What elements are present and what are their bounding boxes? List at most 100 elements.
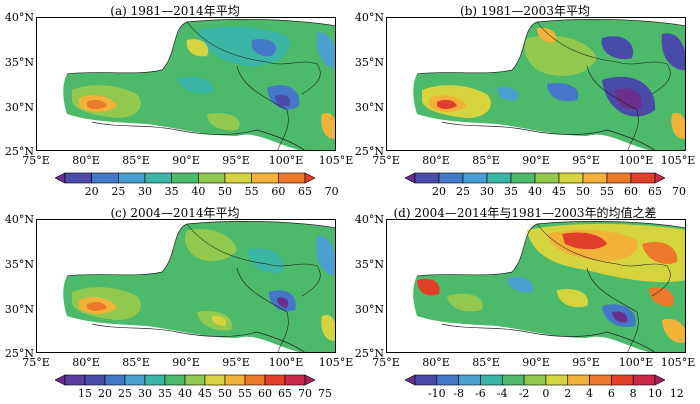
panel-b: (b) 1981—2003年平均 40°N 35°N 30°N 25°N 75°… — [350, 0, 700, 202]
colorbar-segment — [501, 374, 525, 386]
colorbar-tick-label: 40 — [178, 387, 192, 400]
colorbar-tick-label: 8 — [629, 387, 637, 400]
colorbar-tick-label: 30 — [138, 185, 152, 198]
colorbar-segment — [124, 374, 146, 386]
lon-label: 100°E — [268, 154, 304, 167]
colorbar-segment — [480, 374, 503, 386]
lon-label: 75°E — [372, 356, 400, 369]
panel-title: (b) 1981—2003年平均 — [460, 4, 590, 18]
colorbar-segment — [64, 172, 92, 184]
colorbar-tick-label: -2 — [518, 387, 530, 400]
colorbar-segment — [118, 172, 146, 184]
colorbar-tick-label: 70 — [672, 185, 686, 198]
panel-title: (d) 2004—2014年与1981—2003年的均值之差 — [393, 206, 657, 220]
map-field — [413, 19, 685, 150]
map-plot — [36, 219, 336, 353]
lon-label: 95°E — [572, 356, 600, 369]
lat-label: 25°N — [354, 145, 384, 158]
colorbar-segment — [104, 374, 126, 386]
colorbar-tick-label: 0 — [542, 387, 550, 400]
lon-label: 80°E — [422, 356, 450, 369]
lat-label: 40°N — [354, 11, 384, 24]
colorbar-tick-label: 60 — [258, 387, 272, 400]
colorbar-segment — [436, 374, 459, 386]
colorbar-tick-label: -4 — [496, 387, 508, 400]
colorbar-scale — [405, 374, 665, 386]
colorbar-segment — [84, 374, 106, 386]
colorbar-tick-label: 70 — [298, 387, 312, 400]
colorbar-segment — [438, 172, 464, 184]
colorbar-segment — [171, 172, 199, 184]
colorbar-scale — [405, 172, 665, 184]
colorbar-tick-label: 70 — [324, 185, 339, 198]
colorbar-segment — [534, 172, 560, 184]
colorbar-segment — [414, 172, 440, 184]
colorbar-tick-label: 55 — [600, 185, 614, 198]
colorbar-tick-label: 45 — [552, 185, 566, 198]
colorbar-min-arrow — [55, 172, 66, 184]
map-plot — [36, 17, 336, 151]
colorbar-tick-label: -10 — [427, 387, 446, 400]
lon-label: 80°E — [72, 154, 100, 167]
colorbar-segment — [462, 172, 488, 184]
colorbar-tick-label: 40 — [191, 185, 206, 198]
colorbar-segment — [144, 374, 166, 386]
panel-d: (d) 2004—2014年与1981—2003年的均值之差 40°N 35°N… — [350, 202, 700, 404]
colorbar-segment — [91, 172, 119, 184]
colorbar-tick-label: 65 — [278, 387, 292, 400]
panel-title: (c) 2004—2014年平均 — [110, 206, 240, 220]
lat-label: 35°N — [354, 56, 384, 69]
colorbar-segment — [458, 374, 481, 386]
colorbar-segment — [184, 374, 206, 386]
colorbar-tick-label: 2 — [564, 387, 572, 400]
colorbar-tick-label: 35 — [504, 185, 518, 198]
colorbar-tick-label: 60 — [271, 185, 286, 198]
lon-label: 75°E — [372, 154, 400, 167]
lat-label: 30°N — [354, 101, 384, 114]
colorbar-tick-label: 35 — [158, 387, 172, 400]
colorbar-tick-label: 55 — [238, 387, 252, 400]
lon-label: 85°E — [472, 356, 500, 369]
colorbar: 20 25 30 35 40 50 55 60 65 70 — [55, 172, 339, 198]
colorbar-tick-label: 50 — [218, 387, 232, 400]
colorbar-segment — [630, 172, 656, 184]
colorbar-segment — [567, 374, 590, 386]
colorbar-tick-label: 50 — [218, 185, 232, 198]
colorbar-tick-label: 60 — [624, 185, 638, 198]
colorbar-tick-label: 30 — [138, 387, 152, 400]
lat-label: 25°N — [4, 347, 34, 360]
colorbar-tick-label: 65 — [298, 185, 312, 198]
map-field — [63, 221, 335, 352]
colorbar-segment — [589, 374, 612, 386]
colorbar-min-arrow — [55, 374, 66, 386]
colorbar-segment — [284, 374, 306, 386]
map-field — [63, 19, 335, 150]
lon-label: 90°E — [172, 154, 200, 167]
lat-label: 30°N — [4, 101, 34, 114]
lon-label: 85°E — [122, 154, 150, 167]
colorbar-tick-label: 10 — [648, 387, 662, 400]
lon-label: 85°E — [472, 154, 500, 167]
lat-label: 40°N — [4, 11, 34, 24]
colorbar-segment — [523, 374, 547, 386]
map-field — [413, 221, 685, 352]
colorbar-segment — [144, 172, 172, 184]
colorbar-min-arrow — [405, 374, 416, 386]
lat-label: 30°N — [354, 303, 384, 316]
colorbar-segment — [164, 374, 186, 386]
colorbar-segment — [64, 374, 86, 386]
colorbar-tick-label: 25 — [111, 185, 126, 198]
colorbar-tick-label: 25 — [456, 185, 470, 198]
lon-label: 80°E — [72, 356, 100, 369]
colorbar-tick-label: 20 — [432, 185, 446, 198]
lon-label: 100°E — [618, 154, 654, 167]
lon-label: 80°E — [422, 154, 450, 167]
colorbar-tick-label: 35 — [164, 185, 179, 198]
colorbar-segment — [558, 172, 584, 184]
colorbar-min-arrow — [405, 172, 416, 184]
lon-label: 95°E — [222, 154, 250, 167]
colorbar-tick-label: 45 — [198, 387, 212, 400]
lon-label: 75°E — [22, 154, 50, 167]
lon-label: 100°E — [268, 356, 304, 369]
colorbar-segment — [606, 172, 632, 184]
